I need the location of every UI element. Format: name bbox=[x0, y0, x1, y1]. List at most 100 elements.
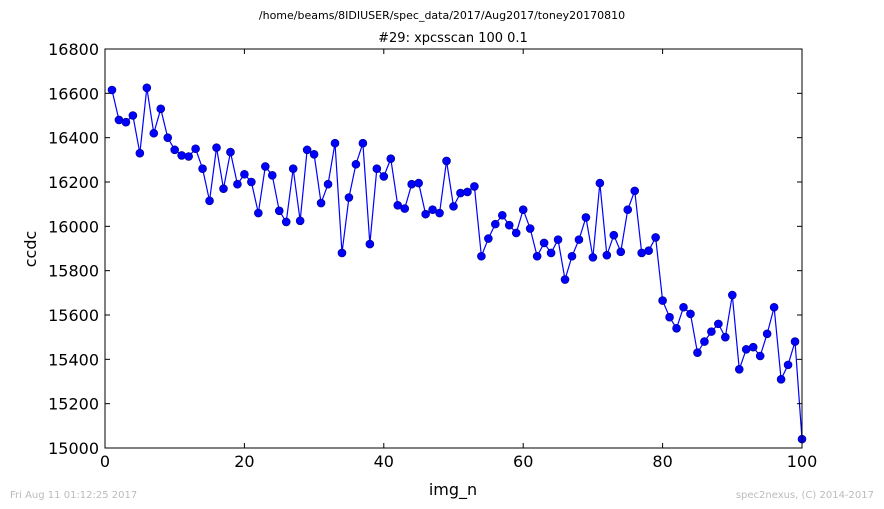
data-point bbox=[686, 309, 695, 319]
data-point bbox=[302, 145, 312, 155]
data-point bbox=[400, 204, 410, 213]
y-tick-label: 15600 bbox=[48, 306, 99, 325]
series-layer bbox=[107, 83, 807, 444]
x-tick-label: 80 bbox=[652, 452, 672, 471]
data-point bbox=[261, 162, 270, 171]
y-tick-label: 16000 bbox=[48, 217, 99, 236]
data-point bbox=[295, 216, 305, 226]
data-point bbox=[372, 164, 382, 173]
data-point bbox=[184, 152, 193, 161]
data-point bbox=[323, 179, 333, 189]
data-point bbox=[727, 290, 737, 300]
x-axis-label: img_n bbox=[429, 480, 477, 500]
data-point bbox=[769, 302, 779, 312]
y-tick-label: 15800 bbox=[48, 262, 99, 281]
data-point bbox=[672, 323, 681, 333]
data-point bbox=[386, 154, 396, 164]
data-point bbox=[219, 184, 228, 193]
data-point bbox=[595, 178, 605, 188]
footer-timestamp: Fri Aug 11 01:12:25 2017 bbox=[10, 490, 137, 501]
data-point bbox=[358, 138, 368, 148]
y-tick-label: 16800 bbox=[48, 40, 99, 59]
data-point bbox=[212, 143, 221, 152]
data-point bbox=[748, 342, 758, 352]
data-point bbox=[421, 209, 430, 219]
data-point bbox=[721, 332, 730, 342]
data-point bbox=[240, 169, 249, 179]
y-tick-label: 15000 bbox=[48, 439, 99, 458]
data-point bbox=[693, 348, 702, 357]
data-point bbox=[344, 193, 354, 202]
data-point bbox=[135, 148, 145, 158]
data-point bbox=[484, 234, 493, 243]
data-point bbox=[511, 228, 521, 238]
data-point bbox=[525, 224, 535, 233]
data-point bbox=[616, 247, 626, 257]
x-tick-label: 0 bbox=[100, 452, 110, 471]
data-point bbox=[267, 171, 277, 180]
data-point bbox=[414, 178, 423, 188]
data-point bbox=[539, 238, 549, 248]
data-point bbox=[351, 159, 361, 169]
y-tick-label: 16200 bbox=[48, 173, 99, 192]
data-point bbox=[156, 104, 166, 114]
x-tick-label: 100 bbox=[787, 452, 818, 471]
x-tick-label: 20 bbox=[234, 452, 254, 471]
data-point bbox=[546, 248, 556, 258]
data-point bbox=[254, 208, 263, 218]
y-tick-label: 15400 bbox=[48, 350, 99, 369]
footer-credit: spec2nexus, (C) 2014-2017 bbox=[736, 490, 874, 501]
data-point bbox=[330, 138, 340, 148]
data-point bbox=[281, 217, 291, 227]
data-point bbox=[553, 235, 563, 244]
data-point bbox=[497, 210, 507, 220]
data-point bbox=[128, 111, 138, 120]
plot-area: 0 20 40 60 80 100 15000 15200 15400 15600 15800 160… bbox=[48, 40, 817, 471]
data-point bbox=[658, 296, 667, 305]
data-point bbox=[602, 250, 612, 260]
data-point bbox=[574, 235, 584, 244]
data-point bbox=[337, 248, 347, 258]
data-point bbox=[776, 374, 786, 384]
data-point bbox=[532, 251, 542, 261]
data-point bbox=[288, 164, 298, 173]
data-point bbox=[233, 179, 242, 189]
data-point bbox=[630, 186, 640, 196]
data-point bbox=[142, 83, 152, 93]
data-point bbox=[477, 251, 486, 261]
data-point bbox=[107, 85, 117, 95]
data-point bbox=[755, 351, 765, 361]
chart-title: #29: xpcsscan 100 0.1 bbox=[378, 31, 528, 46]
data-point bbox=[449, 202, 458, 211]
data-point bbox=[651, 233, 660, 242]
y-tick-label: 16600 bbox=[48, 84, 99, 103]
data-point bbox=[518, 205, 528, 215]
data-point bbox=[707, 327, 716, 336]
data-point bbox=[762, 329, 772, 339]
data-point bbox=[226, 147, 235, 157]
data-point bbox=[379, 172, 389, 181]
data-point bbox=[567, 251, 577, 261]
data-point bbox=[435, 208, 444, 218]
data-point bbox=[470, 182, 479, 191]
data-point bbox=[316, 198, 326, 208]
data-point bbox=[665, 312, 674, 322]
data-point bbox=[734, 365, 744, 374]
data-point bbox=[588, 253, 598, 262]
data-point bbox=[581, 213, 591, 222]
data-point bbox=[365, 239, 375, 249]
data-point bbox=[463, 187, 472, 197]
data-point bbox=[456, 188, 465, 198]
data-point bbox=[714, 319, 723, 329]
data-point bbox=[428, 205, 437, 215]
y-axis-label: ccdc bbox=[21, 231, 40, 268]
data-point bbox=[679, 302, 688, 312]
data-point bbox=[442, 156, 451, 166]
series-line bbox=[111, 87, 803, 440]
x-tick-label: 60 bbox=[513, 452, 533, 471]
axes-frame bbox=[104, 48, 803, 449]
data-point bbox=[247, 177, 256, 187]
data-point bbox=[149, 128, 159, 138]
data-point bbox=[407, 179, 416, 189]
